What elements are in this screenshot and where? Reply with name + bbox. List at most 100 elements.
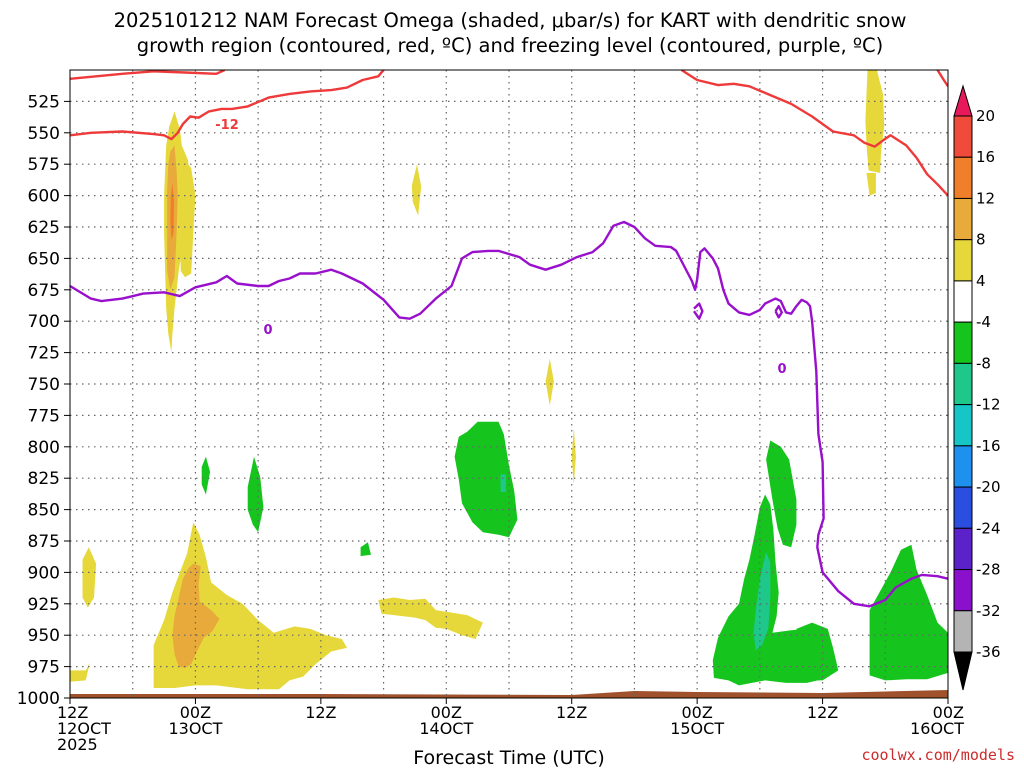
x-tick-label-84-1: 00Z [933,703,964,722]
freezing-level-contours [70,220,948,608]
colorbar-label-7: -12 [976,396,1001,414]
y-tick-label-800: 800 [28,438,60,458]
y-tick-label-875: 875 [28,532,60,552]
x-tick-label-60-1: 00Z [681,703,712,722]
colorbar-label-13: -36 [976,643,1001,661]
y-tick-label-850: 850 [28,501,60,521]
omega-region-4 [411,164,422,216]
colorbar-label-4: 4 [976,272,986,290]
colorbar-label-12: -32 [976,602,1001,620]
x-tick-label-0-1: 12Z [57,703,88,722]
y-tick-label-600: 600 [28,187,60,207]
x-tick-label-24-1: 12Z [305,703,336,722]
y-tick-label-750: 750 [28,375,60,395]
y-tick-label-975: 975 [28,658,60,678]
colorbar-label-10: -24 [976,519,1001,537]
x-tick-label-12-2: 13OCT [168,719,222,738]
chart-title-line-2: growth region (contoured, red, ºC) and f… [137,34,884,57]
omega-region-11 [378,597,483,639]
x-tick-label-60-2: 15OCT [670,719,724,738]
omega-region-3 [170,183,174,240]
colorbar-segment-3 [953,239,973,282]
omega-region-1 [178,160,196,278]
y-tick-label-675: 675 [28,281,60,301]
colorbar-segment-6 [953,362,973,406]
omega-region-13 [454,421,518,538]
colorbar-segment-9 [953,486,973,529]
credit-text: coolwx.com/models [861,746,1015,764]
y-tick-label-700: 700 [28,312,60,332]
x-tick-label-12-1: 00Z [180,703,211,722]
omega-region-16 [247,456,264,533]
omega-region-9 [153,522,347,690]
colorbar: 20 16 12 8 4 -4 -8 -12 -16 -20 -24 -28 -32 -36 [953,84,1001,691]
y-axis: 525 550 575 600 625 650 675 700 725 750 775 800 825 8… [17,92,70,709]
freezing-line-main [70,220,948,608]
y-tick-label-925: 925 [28,595,60,615]
omega-region-5 [545,358,554,406]
colorbar-label-11: -28 [976,561,1001,579]
omega-region-17 [360,542,371,557]
freezing-label-bg-2 [776,360,788,375]
colorbar-segment-11 [953,569,973,612]
omega-region-8 [70,662,90,682]
omega-region-15 [201,456,211,495]
y-tick-label-550: 550 [28,124,60,144]
colorbar-label-5: -4 [976,313,991,331]
y-tick-label-725: 725 [28,344,60,364]
omega-region-21 [796,622,839,681]
y-tick-label-650: 650 [28,249,60,269]
omega-region-23 [865,70,885,173]
gridlines [70,70,948,698]
y-tick-label-775: 775 [28,406,60,426]
colorbar-label-6: -8 [976,354,991,372]
colorbar-segment-7 [953,404,973,447]
y-tick-label-825: 825 [28,469,60,489]
x-tick-label-36-1: 00Z [431,703,462,722]
colorbar-segment-2 [953,197,973,241]
y-tick-label-900: 900 [28,563,60,583]
freezing-line-small-loop-2 [774,304,783,319]
freezing-label-bg-1 [262,321,274,336]
y-tick-label-575: 575 [28,155,60,175]
omega-region-7 [82,547,97,608]
x-axis-label: Forecast Time (UTC) [413,747,604,768]
freezing-line-small-loop-1 [693,302,704,320]
dendritic-label-bg [212,116,242,131]
dendritic-line-right [680,70,948,197]
colorbar-segment-5 [953,321,973,364]
omega-region-6 [571,428,576,485]
chart-title-line-1: 2025101212 NAM Forecast Omega (shaded, μ… [114,9,907,32]
colorbar-segment-8 [953,445,973,488]
x-tick-label-0-3: 2025 [57,735,98,754]
x-tick-label-36-2: 14OCT [419,719,473,738]
x-tick-label-0-2: 12OCT [57,719,111,738]
colorbar-segment-10 [953,527,973,571]
x-tick-label-48-1: 12Z [556,703,587,722]
dendritic-line-upper-left [70,70,226,80]
dendritic-contours [70,70,948,197]
y-tick-label-950: 950 [28,626,60,646]
dendritic-line-left [70,70,385,141]
colorbar-bottom-triangle [953,651,973,691]
dendritic-contour-label: -12 [215,118,239,133]
omega-region-18 [766,440,797,548]
omega-region-14 [500,474,506,492]
freezing-contour-label-1: 0 [263,323,272,338]
y-tick-label-1000: 1000 [17,689,60,709]
y-tick-label-525: 525 [28,92,60,112]
colorbar-label-3: 8 [976,231,986,249]
colorbar-label-1: 16 [976,148,995,166]
y-tick-label-625: 625 [28,218,60,238]
colorbar-label-8: -16 [976,437,1001,455]
omega-region-20 [753,552,771,651]
contour-labels: -12 0 0 [212,116,788,377]
freezing-contour-label-2: 0 [777,362,786,377]
colorbar-label-0: 20 [976,107,995,125]
omega-shading [70,70,948,690]
x-tick-label-72-1: 12Z [807,703,838,722]
colorbar-segment-12 [953,610,973,653]
colorbar-label-9: -20 [976,478,1001,496]
